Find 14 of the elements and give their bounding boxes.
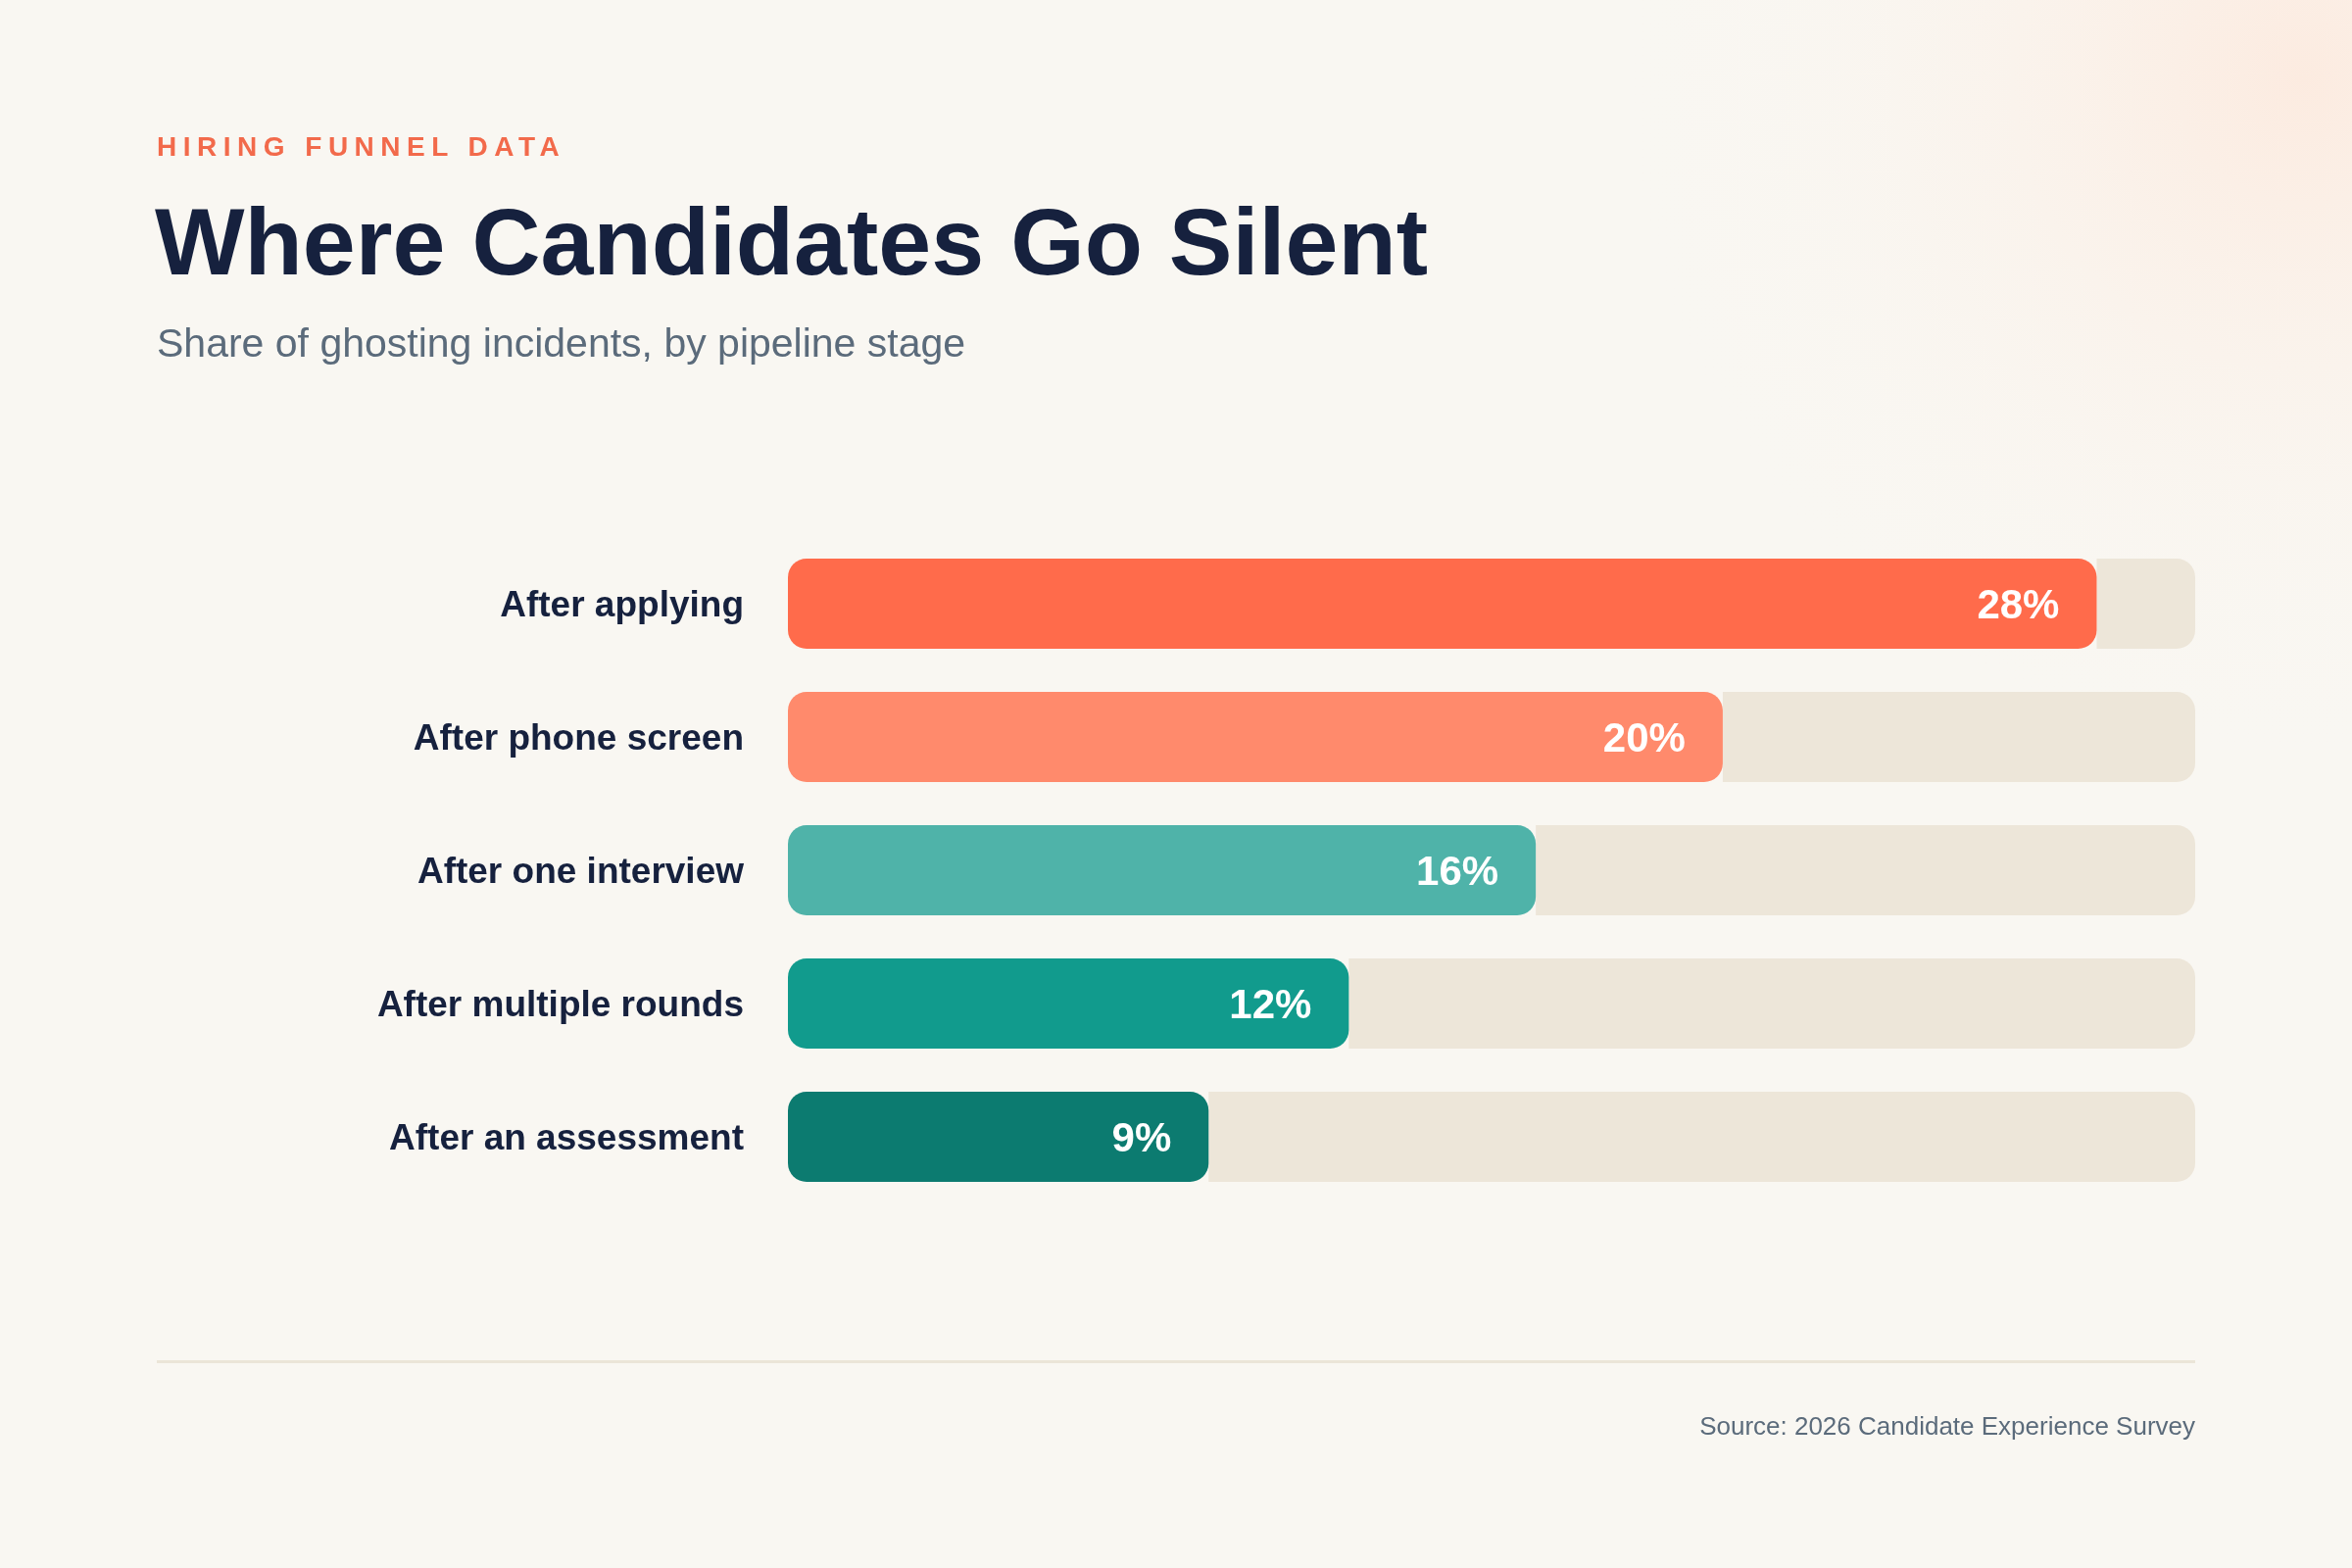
y-tick-label: After multiple rounds	[376, 984, 744, 1024]
data-label: 12%	[1229, 981, 1312, 1027]
chart-title: Where Candidates Go Silent	[155, 188, 1428, 295]
source-note: Source: 2026 Candidate Experience Survey	[1699, 1411, 2195, 1441]
text: HIRING FUNNEL DATA	[157, 131, 566, 162]
y-tick-label: After one interview	[416, 851, 745, 891]
y-tick-label: After phone screen	[413, 717, 744, 758]
data-label: 9%	[1111, 1114, 1172, 1160]
data-label: 28%	[1977, 581, 2060, 627]
chart-subtitle: Share of ghosting incidents, by pipeline stage	[157, 320, 966, 366]
data-label: 20%	[1602, 714, 1686, 760]
data-label: 16%	[1416, 848, 1499, 894]
y-tick-label: After applying	[500, 584, 744, 624]
y-tick-label: After an assessment	[389, 1117, 744, 1157]
